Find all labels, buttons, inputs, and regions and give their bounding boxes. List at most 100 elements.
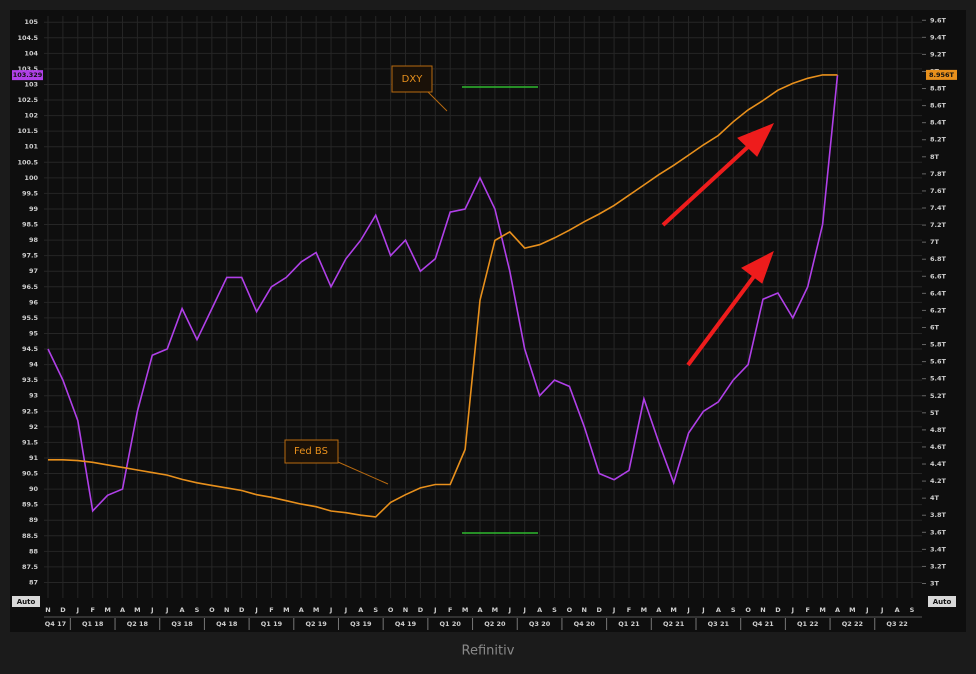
x-tick-label: A xyxy=(716,606,721,614)
y-tick-label: 99 xyxy=(29,205,39,213)
quarter-label: Q3 19 xyxy=(350,620,372,628)
y-tick-label: 98.5 xyxy=(22,221,39,229)
y2-tick-label: 8.8T xyxy=(930,85,947,93)
y-tick-label: 94.5 xyxy=(22,345,39,353)
x-tick-label: A xyxy=(180,606,185,614)
y2-tick-label: 5.8T xyxy=(930,341,947,349)
quarter-label: Q1 19 xyxy=(261,620,283,628)
y2-tick-label: 8T xyxy=(930,153,940,161)
y2-tick-label: 7.6T xyxy=(930,187,947,195)
x-tick-label: J xyxy=(329,606,332,614)
quarter-label: Q2 20 xyxy=(484,620,506,628)
x-tick-label: A xyxy=(120,606,125,614)
y-tick-label: 95 xyxy=(29,329,39,337)
y-tick-label: 87 xyxy=(29,578,38,586)
y2-tick-label: 6.8T xyxy=(930,255,947,263)
arrow-head xyxy=(737,123,775,157)
x-tick-label: A xyxy=(537,606,542,614)
x-tick-label: D xyxy=(239,606,245,614)
x-tick-label: J xyxy=(612,606,615,614)
x-tick-label: M xyxy=(462,606,468,614)
x-tick-label: F xyxy=(90,606,94,614)
last-value-label: 103.329 xyxy=(13,71,43,79)
y2-tick-label: 7.2T xyxy=(930,221,947,229)
y-tick-label: 104 xyxy=(24,49,38,57)
arrow xyxy=(686,273,757,367)
button-label[interactable]: Auto xyxy=(933,598,952,606)
y2-tick-label: 6.6T xyxy=(930,272,947,280)
quarter-label: Q4 19 xyxy=(395,620,417,628)
annotation: DXY xyxy=(402,74,424,85)
y2-tick-label: 5.4T xyxy=(930,375,947,383)
x-tick-label: D xyxy=(775,606,781,614)
button[interactable] xyxy=(928,596,956,607)
button-label[interactable]: Auto xyxy=(17,598,36,606)
y-tick-label: 104.5 xyxy=(17,34,38,42)
x-tick-label: O xyxy=(745,606,751,614)
series-line xyxy=(47,75,839,513)
y-tick-label: 101 xyxy=(24,143,38,151)
x-tick-label: S xyxy=(731,606,736,614)
y2-tick-label: 7.4T xyxy=(930,204,947,212)
x-tick-label: A xyxy=(299,606,304,614)
x-tick-label: A xyxy=(358,606,363,614)
y-tick-label: 92 xyxy=(29,423,38,431)
y2-tick-label: 4.4T xyxy=(930,460,947,468)
y-tick-label: 102 xyxy=(24,112,38,120)
y-tick-label: 92.5 xyxy=(22,407,39,415)
y-tick-label: 88 xyxy=(29,547,39,555)
x-tick-label: A xyxy=(656,606,661,614)
y-tick-label: 87.5 xyxy=(22,563,39,571)
x-tick-label: J xyxy=(150,606,153,614)
annotation-box xyxy=(284,439,339,464)
x-tick-label: D xyxy=(596,606,602,614)
x-tick-label: M xyxy=(134,606,140,614)
x-tick-label: O xyxy=(209,606,215,614)
x-tick-label: J xyxy=(880,606,883,614)
x-tick-label: M xyxy=(641,606,647,614)
y-tick-label: 96 xyxy=(29,298,39,306)
quarter-label: Q3 20 xyxy=(529,620,551,628)
quarter-label: Q3 18 xyxy=(171,620,193,628)
y2-tick-label: 3.2T xyxy=(930,562,947,570)
arrows xyxy=(661,123,775,367)
x-tick-label: J xyxy=(701,606,704,614)
x-tick-label: F xyxy=(448,606,452,614)
y-tick-label: 97.5 xyxy=(22,252,39,260)
arrow-head xyxy=(741,250,774,284)
x-tick-label: M xyxy=(104,606,110,614)
x-tick-label: N xyxy=(45,606,50,614)
x-tick-label: J xyxy=(791,606,794,614)
y-tick-label: 96.5 xyxy=(22,283,39,291)
x-tick-label: O xyxy=(567,606,573,614)
x-tick-label: M xyxy=(819,606,825,614)
quarter-label: Q1 20 xyxy=(440,620,462,628)
y-tick-label: 91 xyxy=(29,454,39,462)
x-tick-label: N xyxy=(760,606,765,614)
x-tick-label: J xyxy=(165,606,168,614)
last-value-box xyxy=(12,70,43,81)
y-tick-label: 100 xyxy=(24,174,38,182)
quarter-label: Q4 20 xyxy=(574,620,596,628)
x-tick-label: J xyxy=(254,606,257,614)
lines xyxy=(47,74,839,518)
y2-tick-label: 8.4T xyxy=(930,119,947,127)
y2-tick-label: 5T xyxy=(930,409,940,417)
x-tick-label: J xyxy=(865,606,868,614)
x-tick-label: S xyxy=(552,606,557,614)
y-tick-label: 99.5 xyxy=(22,189,39,197)
y-tick-label: 98 xyxy=(29,236,39,244)
y2-tick-label: 3.8T xyxy=(930,511,947,519)
annotation: Fed BS xyxy=(294,446,328,457)
y2-tick-label: 7T xyxy=(930,238,940,246)
quarter-label: Q3 21 xyxy=(708,620,730,628)
quarter-label: Q2 22 xyxy=(842,620,863,628)
y-tick-label: 102.5 xyxy=(17,96,38,104)
button[interactable] xyxy=(12,596,40,607)
quarter-label: Q2 19 xyxy=(305,620,327,628)
y2-tick-label: 4.6T xyxy=(930,443,947,451)
y-tick-label: 100.5 xyxy=(17,158,38,166)
x-tick-label: D xyxy=(418,606,424,614)
series-line xyxy=(48,74,838,518)
y2-tick-label: 6.2T xyxy=(930,306,947,314)
